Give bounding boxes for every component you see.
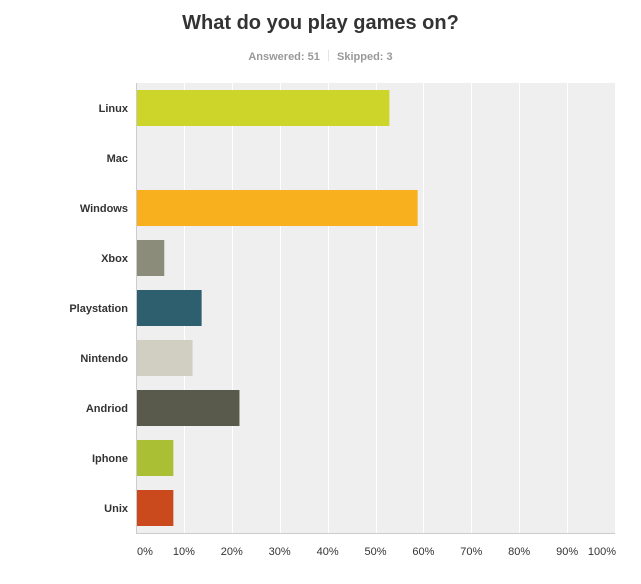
x-tick-label: 10% <box>173 546 195 558</box>
category-label: Xbox <box>101 253 129 265</box>
bar-iphone <box>136 440 174 476</box>
x-tick-label: 30% <box>269 546 291 558</box>
x-tick-label: 20% <box>221 546 243 558</box>
x-tick-label: 60% <box>412 546 434 558</box>
response-summary: Answered: 51 Skipped: 3 <box>0 50 641 63</box>
category-label: Linux <box>99 103 129 115</box>
bar-playstation <box>136 290 202 326</box>
plot-area <box>136 83 615 533</box>
category-label: Mac <box>107 153 128 165</box>
x-tick-label: 40% <box>317 546 339 558</box>
x-tick-label: 70% <box>460 546 482 558</box>
chart-title: What do you play games on? <box>182 12 459 34</box>
bar-unix <box>136 490 174 526</box>
category-label: Unix <box>104 503 129 515</box>
x-tick-label: 50% <box>364 546 386 558</box>
category-label: Andriod <box>86 403 128 415</box>
summary-divider <box>327 50 329 61</box>
category-label: Iphone <box>92 453 128 465</box>
x-tick-label: 80% <box>508 546 530 558</box>
x-tick-label: 0% <box>137 546 153 558</box>
answered-count: 51 <box>307 51 320 63</box>
skipped-label: Skipped: <box>337 51 384 63</box>
bar-windows <box>136 190 418 226</box>
bar-linux <box>136 90 390 126</box>
bar-nintendo <box>136 340 193 376</box>
x-tick-label: 90% <box>556 546 578 558</box>
bar-andriod <box>136 390 240 426</box>
skipped-count: 3 <box>386 51 393 63</box>
category-label: Windows <box>80 203 128 215</box>
answered-label: Answered: <box>248 51 305 63</box>
category-label: Nintendo <box>80 353 128 365</box>
x-tick-label: 100% <box>588 546 616 558</box>
bar-xbox <box>136 240 165 276</box>
category-label: Playstation <box>69 303 128 315</box>
